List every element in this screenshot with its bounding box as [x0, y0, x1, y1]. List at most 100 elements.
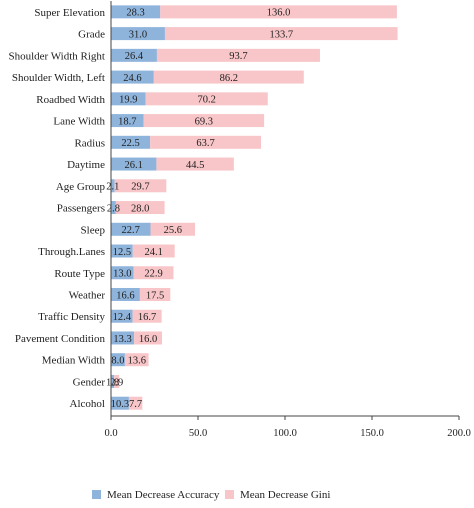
bar-mean-decrease-gini-roadbed-width: [145, 92, 268, 106]
bar-mean-decrease-accuracy-median-width: [111, 353, 125, 367]
value-labels: 28.3 136.0 31.0 133.7 26.4 93.7 24.6 86.2 19.9 70…: [106, 8, 293, 410]
x-tick-label: 50.0: [189, 428, 207, 439]
value-label-mean-decrease-accuracy-gender: 1.8: [106, 377, 119, 388]
legend-label-mean-decrease-accuracy: Mean Decrease Accuracy: [107, 489, 220, 501]
value-label-mean-decrease-accuracy-pavement-condition: 13.3: [113, 334, 131, 345]
category-label-roadbed-width: Roadbed Width: [36, 94, 105, 106]
category-label-grade: Grade: [78, 29, 105, 41]
category-label-gender: Gender: [73, 376, 106, 388]
bar-mean-decrease-accuracy-pavement-condition: [111, 331, 135, 345]
value-label-mean-decrease-accuracy-shoulder-width-right: 26.4: [125, 51, 144, 62]
value-label-mean-decrease-gini-sleep: 25.6: [164, 225, 182, 236]
bar-mean-decrease-accuracy-radius: [111, 135, 151, 149]
bars-group: [111, 5, 398, 410]
value-label-mean-decrease-accuracy-traffic-density: 12.4: [113, 312, 132, 323]
bar-mean-decrease-gini-passengers: [115, 201, 165, 215]
bar-mean-decrease-accuracy-alcohol: [111, 396, 129, 410]
bar-mean-decrease-gini-super-elevation: [160, 5, 397, 19]
bar-mean-decrease-gini-daytime: [156, 157, 234, 171]
bar-mean-decrease-accuracy-passengers: [111, 201, 116, 215]
category-labels: Super Elevation Grade Shoulder Width Right…: [8, 7, 105, 410]
value-label-mean-decrease-gini-age-group: 29.7: [131, 182, 149, 193]
value-label-mean-decrease-gini-median-width: 13.6: [128, 356, 146, 367]
value-label-mean-decrease-accuracy-alcohol: 10.3: [111, 399, 129, 410]
value-label-mean-decrease-gini-gender: 2.9: [110, 377, 123, 388]
value-label-mean-decrease-accuracy-shoulder-width-left: 24.6: [123, 73, 141, 84]
legend-label-mean-decrease-gini: Mean Decrease Gini: [240, 489, 330, 501]
category-label-super-elevation: Super Elevation: [34, 7, 105, 19]
bar-mean-decrease-accuracy-lane-width: [111, 114, 144, 128]
bar-mean-decrease-gini-weather: [139, 287, 171, 301]
value-label-mean-decrease-accuracy-daytime: 26.1: [125, 160, 143, 171]
value-label-mean-decrease-gini-shoulder-width-right: 93.7: [229, 51, 247, 62]
value-label-mean-decrease-accuracy-median-width: 8.0: [111, 356, 124, 367]
x-tick-label: 0.0: [104, 428, 117, 439]
bar-mean-decrease-accuracy-weather: [111, 287, 140, 301]
value-label-mean-decrease-gini-roadbed-width: 70.2: [198, 95, 216, 106]
value-label-mean-decrease-gini-lane-width: 69.3: [195, 116, 213, 127]
value-label-mean-decrease-gini-super-elevation: 136.0: [267, 8, 291, 19]
category-label-sleep: Sleep: [81, 224, 106, 236]
value-label-mean-decrease-accuracy-age-group: 2.1: [106, 182, 119, 193]
value-label-mean-decrease-accuracy-through-lanes: 12.5: [113, 247, 131, 258]
bar-mean-decrease-accuracy-age-group: [111, 179, 115, 193]
value-label-mean-decrease-accuracy-sleep: 22.7: [122, 225, 140, 236]
value-label-mean-decrease-gini-route-type: 22.9: [144, 269, 162, 280]
bar-mean-decrease-gini-age-group: [114, 179, 167, 193]
bar-mean-decrease-gini-radius: [150, 135, 261, 149]
bar-mean-decrease-accuracy-super-elevation: [111, 5, 161, 19]
legend-swatch-mean-decrease-gini: [225, 490, 234, 499]
value-label-mean-decrease-accuracy-passengers: 2.8: [107, 203, 120, 214]
category-label-weather: Weather: [69, 289, 106, 301]
bar-mean-decrease-gini-through-lanes: [132, 244, 175, 258]
value-label-mean-decrease-gini-pavement-condition: 16.0: [139, 334, 157, 345]
x-axis-ticks: 0.0 50.0 100.0 150.0 200.0: [104, 416, 471, 439]
category-label-traffic-density: Traffic Density: [38, 311, 105, 323]
bar-mean-decrease-accuracy-sleep: [111, 222, 151, 236]
bar-mean-decrease-gini-alcohol: [128, 396, 143, 410]
legend-swatch-mean-decrease-accuracy: [92, 490, 101, 499]
category-label-route-type: Route Type: [54, 268, 105, 280]
value-label-mean-decrease-gini-shoulder-width-left: 86.2: [220, 73, 238, 84]
value-label-mean-decrease-accuracy-grade: 31.0: [129, 29, 147, 40]
bar-mean-decrease-accuracy-gender: [111, 374, 115, 388]
value-label-mean-decrease-gini-passengers: 28.0: [131, 203, 149, 214]
bar-mean-decrease-accuracy-daytime: [111, 157, 157, 171]
value-label-mean-decrease-accuracy-super-elevation: 28.3: [126, 8, 144, 19]
x-tick-label: 200.0: [447, 428, 471, 439]
bar-mean-decrease-gini-median-width: [124, 353, 149, 367]
category-label-radius: Radius: [74, 137, 105, 149]
category-label-pavement-condition: Pavement Condition: [15, 333, 106, 345]
bar-mean-decrease-gini-grade: [164, 27, 398, 41]
value-label-mean-decrease-accuracy-radius: 22.5: [121, 138, 139, 149]
bar-mean-decrease-accuracy-shoulder-width-left: [111, 70, 154, 84]
category-label-passengers: Passengers: [57, 203, 105, 215]
bar-mean-decrease-gini-shoulder-width-right: [156, 48, 320, 62]
bar-mean-decrease-gini-gender: [114, 374, 120, 388]
category-label-shoulder-width-right: Shoulder Width Right: [8, 50, 105, 62]
bar-mean-decrease-accuracy-traffic-density: [111, 309, 133, 323]
x-tick-label: 150.0: [360, 428, 384, 439]
x-tick-label: 100.0: [273, 428, 297, 439]
bar-mean-decrease-gini-shoulder-width-left: [153, 70, 304, 84]
category-label-median-width: Median Width: [42, 355, 106, 367]
value-label-mean-decrease-gini-alcohol: 7.7: [129, 399, 142, 410]
bar-mean-decrease-accuracy-shoulder-width-right: [111, 48, 157, 62]
value-label-mean-decrease-gini-radius: 63.7: [196, 138, 214, 149]
bar-mean-decrease-gini-route-type: [133, 266, 174, 280]
category-label-shoulder-width-left: Shoulder Width, Left: [12, 72, 105, 84]
category-label-daytime: Daytime: [67, 159, 105, 171]
legend: Mean Decrease Accuracy Mean Decrease Gin…: [92, 489, 330, 501]
value-label-mean-decrease-gini-grade: 133.7: [269, 29, 293, 40]
bar-mean-decrease-accuracy-roadbed-width: [111, 92, 146, 106]
category-label-lane-width: Lane Width: [53, 116, 105, 128]
category-label-age-group: Age Group: [56, 181, 106, 193]
value-label-mean-decrease-gini-weather: 17.5: [146, 290, 164, 301]
bar-mean-decrease-accuracy-through-lanes: [111, 244, 133, 258]
category-label-through-lanes: Through.Lanes: [38, 246, 105, 258]
bar-mean-decrease-gini-sleep: [150, 222, 196, 236]
category-label-alcohol: Alcohol: [70, 398, 105, 410]
value-label-mean-decrease-gini-daytime: 44.5: [186, 160, 204, 171]
bar-mean-decrease-gini-traffic-density: [132, 309, 162, 323]
value-label-mean-decrease-accuracy-lane-width: 18.7: [118, 116, 136, 127]
